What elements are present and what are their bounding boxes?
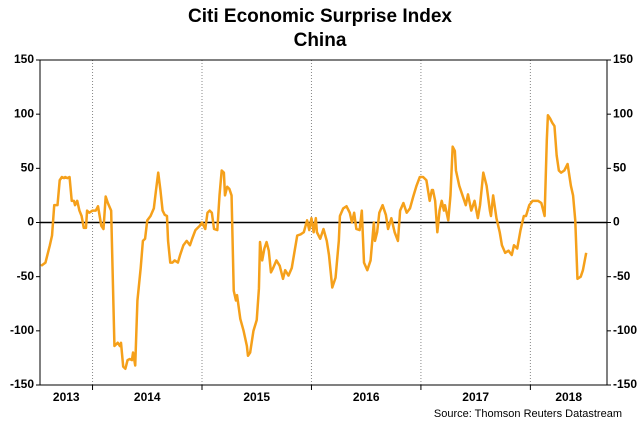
chart-title: Citi Economic Surprise Index bbox=[188, 6, 452, 27]
y-tick-label: 150 bbox=[14, 52, 34, 66]
y-tick-label: 50 bbox=[21, 161, 35, 175]
y2-tick-label: 150 bbox=[613, 52, 633, 66]
x-tick-label: 2017 bbox=[462, 390, 489, 404]
y2-tick-label: -100 bbox=[613, 323, 637, 337]
source-note: Source: Thomson Reuters Datastream bbox=[434, 408, 622, 420]
series-line bbox=[40, 114, 588, 370]
x-tick-label: 2015 bbox=[243, 390, 270, 404]
y2-tick-label: 0 bbox=[613, 215, 620, 229]
y2-tick-label: 100 bbox=[613, 106, 633, 120]
x-tick-label: 2016 bbox=[353, 390, 380, 404]
y-tick-label: -50 bbox=[17, 269, 35, 283]
x-tick-label: 2013 bbox=[53, 390, 80, 404]
y2-tick-label: -50 bbox=[613, 269, 631, 283]
y2-tick-label: -150 bbox=[613, 377, 637, 391]
x-tick-label: 2014 bbox=[134, 390, 161, 404]
y-tick-label: 100 bbox=[14, 106, 34, 120]
x-tick-label: 2018 bbox=[555, 390, 582, 404]
y2-tick-label: 50 bbox=[613, 161, 627, 175]
y-tick-label: -150 bbox=[10, 377, 34, 391]
y-tick-label: -100 bbox=[10, 323, 34, 337]
y-tick-label: 0 bbox=[27, 215, 34, 229]
plot-frame bbox=[39, 59, 608, 386]
chart-subtitle: China bbox=[294, 30, 347, 51]
